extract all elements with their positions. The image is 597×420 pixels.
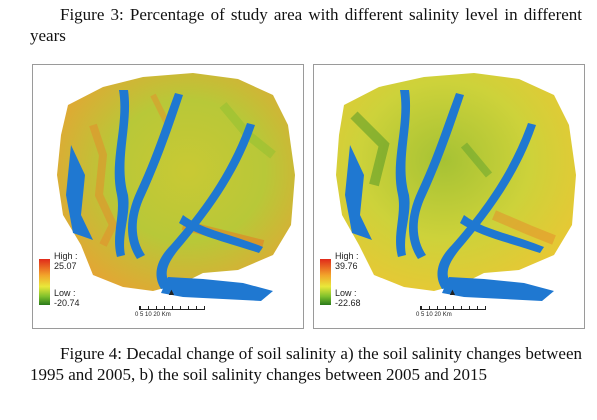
scale-ticks: 0 5 10 20 Km [135, 312, 171, 318]
figure-3-caption: Figure 3: Percentage of study area with … [30, 5, 582, 45]
salinity-map-image [336, 73, 576, 301]
scale-bar: ▲ 0 5 10 20 Km [416, 287, 506, 321]
color-ramp [320, 259, 331, 305]
legend-low-label: Low : [335, 288, 357, 298]
legend-high-value: 39.76 [335, 261, 358, 271]
map-legend: High : 39.76 Low : -22.68 [320, 251, 390, 311]
figure-4-caption: Figure 4: Decadal change of soil salinit… [30, 344, 582, 384]
salinity-map-1995-2005: High : 25.07 Low : -20.74 ▲ 0 5 10 20 Km [32, 64, 304, 329]
scale-bar-line [420, 306, 486, 310]
legend-low-value: -20.74 [54, 298, 80, 308]
north-arrow-icon: ▲ [167, 287, 176, 297]
color-ramp [39, 259, 50, 305]
legend-high-label: High : [54, 251, 78, 261]
legend-low-label: Low : [54, 288, 76, 298]
legend-low-value: -22.68 [335, 298, 361, 308]
map-legend: High : 25.07 Low : -20.74 [39, 251, 109, 311]
salinity-map-2005-2015: High : 39.76 Low : -22.68 ▲ 0 5 10 20 Km [313, 64, 585, 329]
scale-bar-line [139, 306, 205, 310]
legend-high-label: High : [335, 251, 359, 261]
scale-bar: ▲ 0 5 10 20 Km [135, 287, 225, 321]
salinity-map-image [57, 73, 295, 301]
legend-high-value: 25.07 [54, 261, 77, 271]
north-arrow-icon: ▲ [448, 287, 457, 297]
scale-ticks: 0 5 10 20 Km [416, 312, 452, 318]
